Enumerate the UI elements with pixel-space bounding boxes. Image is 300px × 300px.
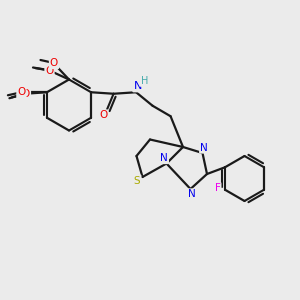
Text: O: O <box>22 89 30 99</box>
Text: H: H <box>141 76 148 86</box>
Text: S: S <box>134 176 140 186</box>
Text: O: O <box>99 110 107 120</box>
Text: N: N <box>188 189 196 200</box>
Text: N: N <box>134 81 142 91</box>
Text: N: N <box>160 153 168 163</box>
Text: O: O <box>45 65 54 76</box>
Text: O: O <box>17 87 26 97</box>
Text: F: F <box>214 183 220 193</box>
Text: N: N <box>200 142 208 153</box>
Text: O: O <box>50 58 58 68</box>
